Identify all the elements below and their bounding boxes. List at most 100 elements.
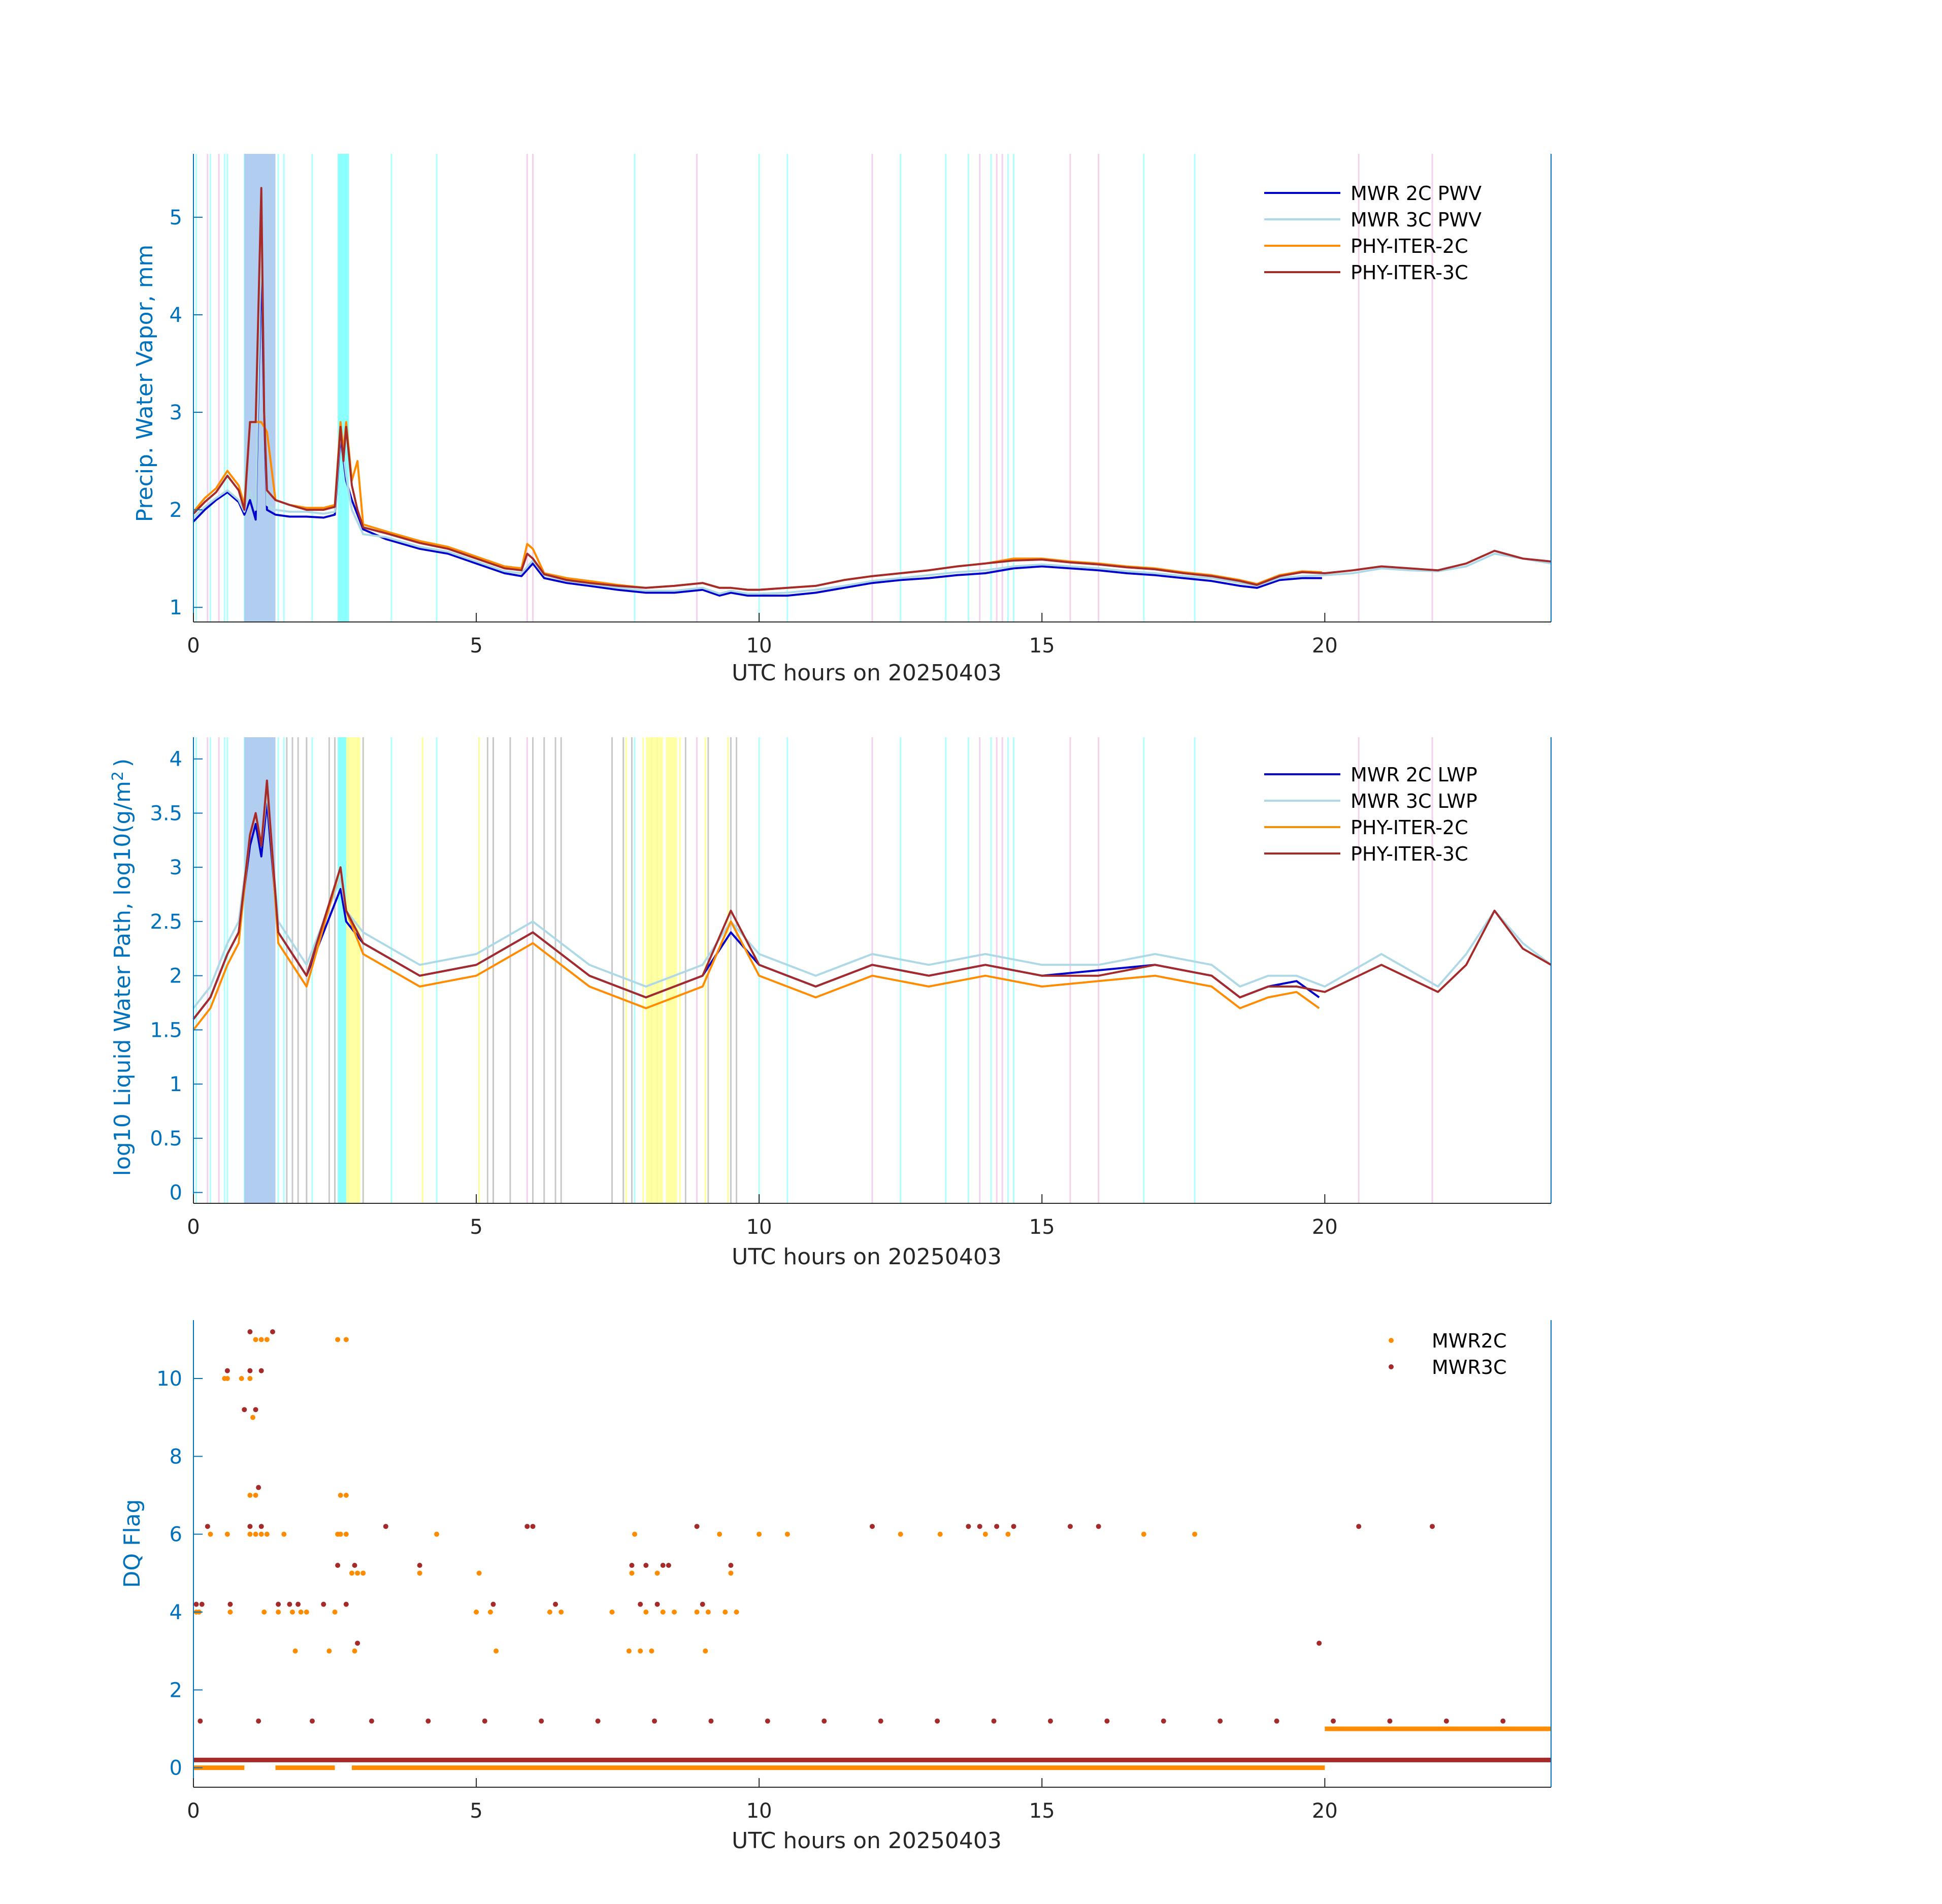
lwp-x-tick-label: 5 (470, 1216, 482, 1239)
dq-series-point-1 (270, 1329, 275, 1334)
dq-series-point-0 (360, 1570, 366, 1576)
dq-series-point-1 (352, 1563, 357, 1568)
pwv-y-tick-label: 5 (170, 206, 182, 229)
pwv-x-tick-label: 0 (187, 634, 200, 658)
pwv-legend-label-phy3c: PHY-ITER-3C (1351, 261, 1468, 284)
dq-x-tick-label: 0 (187, 1799, 200, 1823)
lwp-y-tick-label: 3 (170, 856, 182, 879)
dq-series-point-1 (482, 1718, 487, 1724)
dq-series-point-0 (247, 1493, 253, 1498)
dq-series-point-1 (1430, 1524, 1435, 1529)
dq-series-point-0 (298, 1610, 304, 1615)
dq-y-tick-label: 0 (170, 1757, 182, 1780)
dq-series-point-0 (281, 1531, 287, 1537)
dq-series-point-0 (654, 1570, 660, 1576)
lwp-shaded-span (346, 737, 360, 1203)
lwp-y-axis-label-main: log10 Liquid Water Path, log10(g/m (110, 781, 136, 1176)
lwp-panel: 0 5 10 15 20 0 0.5 1 1.5 2 2.5 3 3.5 4 UTC hours on 2… (109, 737, 1552, 1270)
dq-series-point-1 (878, 1718, 883, 1724)
dq-series-point-1 (369, 1718, 374, 1724)
dq-series-point-1 (539, 1718, 544, 1724)
dq-x-tick-label: 15 (1029, 1799, 1055, 1823)
dq-series-point-0 (417, 1570, 422, 1576)
dq-series-point-0 (722, 1610, 728, 1615)
dq-series-point-1 (700, 1601, 705, 1607)
pwv-y-axis-label: Precip. Water Vapor, mm (132, 245, 158, 522)
dq-x-tick-label: 20 (1312, 1799, 1338, 1823)
pwv-x-tick-label: 10 (746, 634, 772, 658)
dq-series-point-0 (349, 1570, 354, 1576)
dq-series-point-1 (1217, 1718, 1223, 1724)
dq-series-point-0 (264, 1531, 270, 1537)
dq-legend-marker-mwr2c (1389, 1338, 1394, 1343)
dq-series-point-1 (198, 1718, 203, 1724)
dq-series-point-0 (208, 1531, 213, 1537)
dq-series-point-0 (643, 1610, 649, 1615)
dq-series-point-0 (261, 1610, 267, 1615)
dq-series-point-1 (247, 1524, 253, 1529)
lwp-shaded-span (666, 737, 677, 1203)
lwp-y-tick-label: 0 (170, 1181, 182, 1205)
pwv-x-axis-label: UTC hours on 20250403 (732, 660, 1002, 686)
dq-series-point-1 (530, 1524, 536, 1529)
dq-series-point-1 (295, 1601, 301, 1607)
lwp-legend-label-mwr3c: MWR 3C LWP (1351, 790, 1477, 812)
dq-series-point-0 (338, 1493, 343, 1498)
pwv-y-tick-label: 3 (170, 401, 182, 424)
dq-series-point-0 (649, 1648, 654, 1654)
dq-legend-marker-mwr3c (1389, 1364, 1394, 1369)
dq-series-point-0 (326, 1648, 332, 1654)
lwp-y-axis-label-superscript: 2 (109, 771, 127, 781)
dq-series-point-0 (558, 1610, 564, 1615)
dq-series-point-1 (553, 1601, 558, 1607)
lwp-x-tick-label: 15 (1029, 1216, 1055, 1239)
pwv-x-tick-label: 15 (1029, 634, 1055, 658)
lwp-shaded-span (338, 737, 349, 1203)
dq-series-point-0 (227, 1610, 233, 1615)
dq-series-point-0 (224, 1531, 230, 1537)
dq-series-point-1 (870, 1524, 875, 1529)
dq-series-point-1 (1047, 1718, 1053, 1724)
dq-series-point-0 (258, 1337, 264, 1342)
lwp-series-line-3 (192, 779, 1552, 1020)
pwv-y-tick-label: 4 (170, 304, 182, 327)
lwp-shaded-span (646, 737, 663, 1203)
dq-x-tick-label: 5 (470, 1799, 482, 1823)
lwp-legend-label-phy3c: PHY-ITER-3C (1351, 843, 1468, 865)
dq-series-point-0 (609, 1610, 615, 1615)
lwp-y-axis-label-end: ) (110, 759, 136, 767)
dq-series-point-0 (338, 1531, 343, 1537)
dq-series-point-1 (643, 1563, 649, 1568)
lwp-y-tick-label: 1.5 (150, 1019, 182, 1042)
dq-series-point-0 (289, 1610, 295, 1615)
dq-series-point-1 (205, 1524, 210, 1529)
dq-panel: 0 5 10 15 20 0 2 4 6 8 10 UTC hours on 20250403 DQ… (119, 1320, 1552, 1854)
dq-series-point-0 (250, 1415, 255, 1420)
dq-y-tick-label: 4 (170, 1601, 182, 1624)
dq-series-point-1 (1096, 1524, 1101, 1529)
lwp-y-axis-label: log10 Liquid Water Path, log10(g/m2) (109, 759, 136, 1176)
dq-series (193, 1329, 1551, 1770)
dq-series-point-1 (1104, 1718, 1110, 1724)
dq-y-tick-label: 8 (170, 1445, 182, 1468)
dq-series-point-0 (253, 1337, 258, 1342)
dq-series-point-0 (784, 1531, 790, 1537)
dq-series-point-0 (937, 1531, 943, 1537)
dq-y-tick-label: 2 (170, 1679, 182, 1702)
dq-series-point-1 (193, 1601, 199, 1607)
dq-series-point-1 (654, 1601, 660, 1607)
dq-series-point-1 (276, 1601, 281, 1607)
dq-series-point-0 (672, 1610, 677, 1615)
dq-series-point-1 (224, 1368, 230, 1373)
dq-series-point-0 (717, 1531, 722, 1537)
lwp-legend-label-mwr2c: MWR 2C LWP (1351, 764, 1477, 786)
pwv-x-tick-label: 5 (470, 634, 482, 658)
lwp-y-tick-label: 1 (170, 1073, 182, 1096)
lwp-y-tick-label: 2.5 (150, 910, 182, 934)
dq-series-point-1 (1161, 1718, 1166, 1724)
pwv-series (192, 187, 1552, 597)
pwv-legend: MWR 2C PWV MWR 3C PWV PHY-ITER-2C PHY-IT… (1264, 182, 1482, 284)
dq-series-point-0 (343, 1531, 349, 1537)
dq-series-point-0 (638, 1648, 643, 1654)
